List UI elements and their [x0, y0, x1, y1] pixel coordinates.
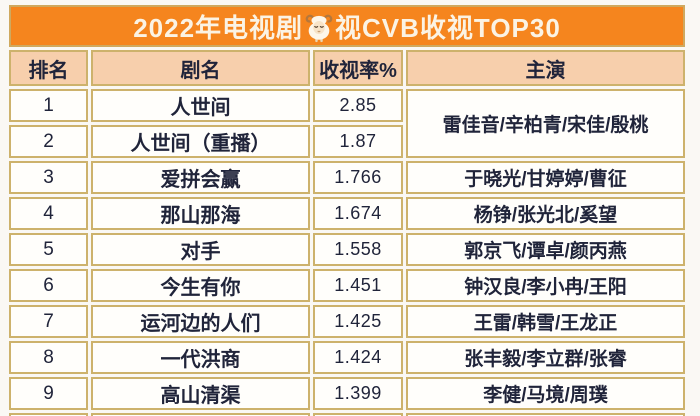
- cast-names: 钟汉良/李小冉/王阳: [406, 269, 686, 302]
- cast-names: 于晓光/甘婷婷/曹征: [406, 161, 686, 194]
- drama-name: 那山那海: [91, 197, 310, 230]
- table-row: 6 今生有你 1.451 钟汉良/李小冉/王阳: [9, 269, 686, 302]
- sheep-icon: [304, 13, 334, 43]
- column-header-cast: 主演: [406, 50, 686, 86]
- cast-names: 张丰毅/李立群/张睿: [406, 341, 686, 374]
- drama-name: 今生有你: [91, 269, 310, 302]
- rank-value: 4: [9, 197, 88, 230]
- cast-names: 郭京飞/谭卓/颜丙燕: [406, 233, 686, 266]
- table-row: 2 人世间（重播） 1.87: [9, 125, 685, 158]
- table-row: 3 爱拼会赢 1.766 于晓光/甘婷婷/曹征: [9, 161, 686, 194]
- table-row: 8 一代洪商 1.424 张丰毅/李立群/张睿: [9, 341, 686, 374]
- drama-name: 爱拼会赢: [91, 161, 310, 194]
- cast-names: 王雷/韩雪/王龙正: [406, 305, 686, 338]
- column-header-row: 排名 剧名 收视率% 主演: [9, 50, 686, 86]
- table-row: 4 那山那海 1.674 杨铮/张光北/奚望: [9, 197, 686, 230]
- rank-value: 6: [9, 269, 88, 302]
- ratings-table: 2022年电视剧 视CVB收视TOP30 排名: [6, 2, 688, 416]
- cast-cell-empty: [406, 413, 686, 416]
- title-row: 2022年电视剧 视CVB收视TOP30: [9, 5, 686, 47]
- cast-names: 雷佳音/辛柏青/宋佳/殷桃: [406, 89, 686, 158]
- column-header-rank: 排名: [9, 50, 88, 86]
- rank-value: 2: [9, 125, 88, 158]
- drama-name: 人世间: [91, 89, 310, 122]
- table-row: 1 人世间 2.85 雷佳音/辛柏青/宋佳/殷桃: [9, 89, 686, 158]
- rank-value: 5: [9, 233, 88, 266]
- rating-value: 1.451: [313, 269, 403, 302]
- drama-name: 一代洪商: [91, 341, 310, 374]
- column-header-name: 剧名: [91, 50, 310, 86]
- cast-names: 李健/马境/周璞: [406, 377, 686, 410]
- rating-value: 1.558: [313, 233, 403, 266]
- cast-names: 杨铮/张光北/奚望: [406, 197, 686, 230]
- rank-value: 7: [9, 305, 88, 338]
- drama-name: 高山清渠: [91, 377, 310, 410]
- rank-value: 3: [9, 161, 88, 194]
- rank-value: 1: [9, 89, 88, 122]
- page-title: 2022年电视剧 视CVB收视TOP30: [9, 5, 686, 47]
- drama-name: 运河边的人们: [91, 305, 310, 338]
- drama-name: 人世间（重播）: [91, 125, 310, 158]
- table-row: 7 运河边的人们 1.425 王雷/韩雪/王龙正: [9, 305, 686, 338]
- title-suffix: 视CVB收视TOP30: [335, 12, 561, 43]
- column-header-rating: 收视率%: [313, 50, 403, 86]
- table-row: 9 高山清渠 1.399 李健/马境/周璞: [9, 377, 686, 410]
- rank-value: 8: [9, 341, 88, 374]
- drama-name: 对手: [91, 233, 310, 266]
- rating-value: 2.85: [313, 89, 403, 122]
- table-row: 5 对手 1.558 郭京飞/谭卓/颜丙燕: [9, 233, 686, 266]
- rating-value: 1.399: [313, 377, 403, 410]
- rating-value: 1.425: [313, 305, 403, 338]
- rank-value: 9: [9, 377, 88, 410]
- rating-cell-empty: [313, 413, 403, 416]
- rating-value: 1.674: [313, 197, 403, 230]
- rating-value: 1.766: [313, 161, 403, 194]
- title-prefix: 2022年电视剧: [133, 12, 304, 43]
- name-cell-empty: [91, 413, 310, 416]
- rating-value: 1.424: [313, 341, 403, 374]
- table-row-partial: [9, 413, 686, 416]
- rank-cell-empty: [9, 413, 88, 416]
- rating-value: 1.87: [313, 125, 403, 158]
